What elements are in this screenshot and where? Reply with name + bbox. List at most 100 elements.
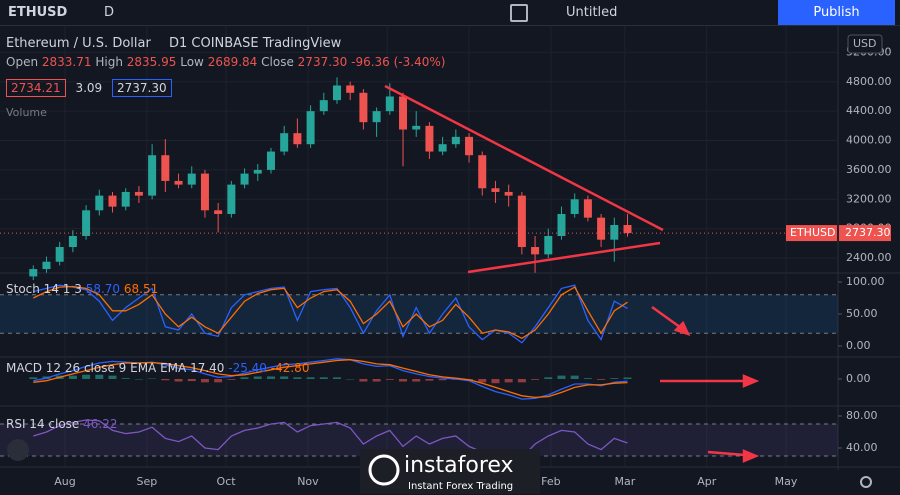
layout-name[interactable]: Untitled <box>566 5 618 20</box>
indicator-value: 17.40 <box>190 361 225 375</box>
histogram-bar <box>200 378 209 383</box>
y-tick-label: 40.00 <box>846 441 878 454</box>
trendline <box>467 241 661 274</box>
candle-body <box>68 236 77 248</box>
bid[interactable]: 2734.21 <box>6 79 66 97</box>
candle-body <box>583 199 592 218</box>
candle-body <box>319 100 328 112</box>
macd-legend: MACD 12 26 close 9 EMA EMA 17.40 -25.40 … <box>6 361 309 375</box>
histogram-bar <box>134 378 143 380</box>
settings-icon[interactable] <box>860 476 872 488</box>
symbol[interactable]: ETHUSD <box>8 5 68 20</box>
candle-body <box>332 85 341 101</box>
candle-body <box>280 133 289 152</box>
low: 2689.84 <box>207 55 258 69</box>
candle-body <box>412 125 421 130</box>
candle-body <box>399 96 408 130</box>
histogram-bar <box>174 378 183 382</box>
symbol-tag-label: ETHUSD <box>790 226 835 239</box>
indicator-value: -25.40 <box>228 361 267 375</box>
publish-button[interactable]: Publish <box>778 0 895 25</box>
ask[interactable]: 2737.30 <box>112 79 172 97</box>
volume-label: Volume <box>6 106 47 119</box>
candle-body <box>372 111 381 123</box>
histogram-bar <box>531 378 540 380</box>
candle-body <box>42 261 51 270</box>
histogram-bar <box>214 378 223 383</box>
candle-body <box>517 195 526 248</box>
candle-body <box>478 155 487 189</box>
rsi-legend: RSI 14 close 46.22 <box>6 417 118 431</box>
x-tick-label: Nov <box>297 475 319 488</box>
histogram-bar <box>82 374 91 379</box>
histogram-bar <box>359 378 368 382</box>
histogram-bar <box>623 377 632 379</box>
histogram-bar <box>148 378 157 380</box>
histogram-bar <box>306 377 315 379</box>
histogram-bar <box>504 378 513 383</box>
histogram-bar <box>319 377 328 379</box>
histogram-bar <box>570 375 579 379</box>
histogram-bar <box>478 378 487 383</box>
watermark-tagline: Instant Forex Trading <box>408 481 513 492</box>
histogram-bar <box>491 378 500 384</box>
candle-body <box>438 144 447 152</box>
histogram-bar <box>385 378 394 380</box>
candle-body <box>95 195 104 211</box>
candle-body <box>108 195 117 207</box>
candle-body <box>266 151 275 170</box>
high: 2835.95 <box>126 55 177 69</box>
indicator-title: RSI 14 close <box>6 417 80 431</box>
histogram-bar <box>610 378 619 379</box>
x-tick-label: May <box>775 475 798 488</box>
candle-body <box>597 217 606 240</box>
candle-body <box>214 210 223 214</box>
x-tick-label: Oct <box>217 475 237 488</box>
x-tick-label: Aug <box>54 475 75 488</box>
candle-body <box>253 169 262 174</box>
histogram-bar <box>557 375 566 379</box>
histogram-bar <box>425 378 434 381</box>
candle-body <box>293 133 302 145</box>
indicator-line <box>33 359 628 399</box>
candle-body <box>465 136 474 156</box>
arrow <box>707 450 746 457</box>
drawings <box>384 84 760 463</box>
histogram-bar <box>332 377 341 379</box>
y-tick-label: 0.00 <box>846 372 871 385</box>
x-tick-label: Apr <box>697 475 717 488</box>
candle-body <box>174 180 183 185</box>
y-tick-label: 0.00 <box>846 339 871 352</box>
symbol-tag <box>786 225 837 242</box>
interval[interactable]: D <box>104 5 115 20</box>
candle-body <box>346 85 355 93</box>
histogram-bar <box>346 378 355 380</box>
currency: USD <box>853 37 877 50</box>
change: -96.36 (-3.40%) <box>351 55 446 69</box>
histogram-bar <box>29 377 38 379</box>
low-label: Low <box>180 55 204 69</box>
exchange: COINBASE <box>191 36 259 51</box>
watermark-icon <box>368 454 400 486</box>
currency-button[interactable] <box>847 34 883 54</box>
candle-body <box>227 184 236 214</box>
histogram-bar <box>68 375 77 379</box>
price-tag-label: 2737.30 <box>845 226 891 239</box>
histogram-bar <box>280 376 289 379</box>
candle-body <box>557 213 566 237</box>
layout-icon[interactable] <box>510 4 528 22</box>
candle-body <box>148 155 157 196</box>
histogram-bar <box>517 378 526 383</box>
indicator-value: 46.22 <box>83 417 118 431</box>
interval: D1 <box>168 36 188 51</box>
indicator-title: MACD 12 26 close 9 EMA EMA <box>6 361 187 375</box>
close-label: Close <box>261 55 294 69</box>
histogram-bar <box>293 377 302 379</box>
legend-title-row: Ethereum / U.S. Dollar D1 COINBASE Tradi… <box>6 36 341 51</box>
ohlc-row: Open 2833.71 High 2835.95 Low 2689.84 Cl… <box>6 55 445 69</box>
candle-body <box>82 210 91 237</box>
candle-body <box>544 236 553 255</box>
candles <box>29 77 632 281</box>
x-tick-label: Feb <box>541 475 560 488</box>
